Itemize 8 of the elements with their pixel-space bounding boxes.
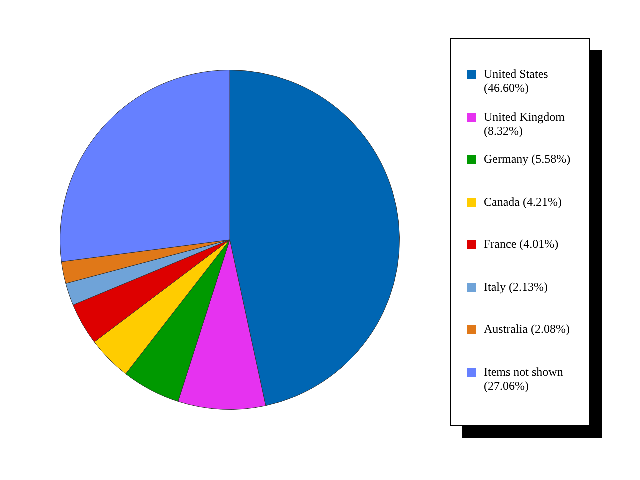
legend-label: United States (46.60%) [484, 67, 550, 95]
legend-label: United Kingdom (8.32%) [484, 110, 566, 138]
legend-label: Germany (5.58%) [484, 152, 571, 166]
legend-label: Canada (4.21%) [484, 194, 562, 208]
legend-label: Australia (2.08%) [484, 322, 570, 336]
legend-label: France (4.01%) [484, 237, 559, 251]
legend-label: Italy (2.13%) [484, 280, 548, 294]
legend-label: Items not shown (27.06%) [484, 364, 564, 392]
